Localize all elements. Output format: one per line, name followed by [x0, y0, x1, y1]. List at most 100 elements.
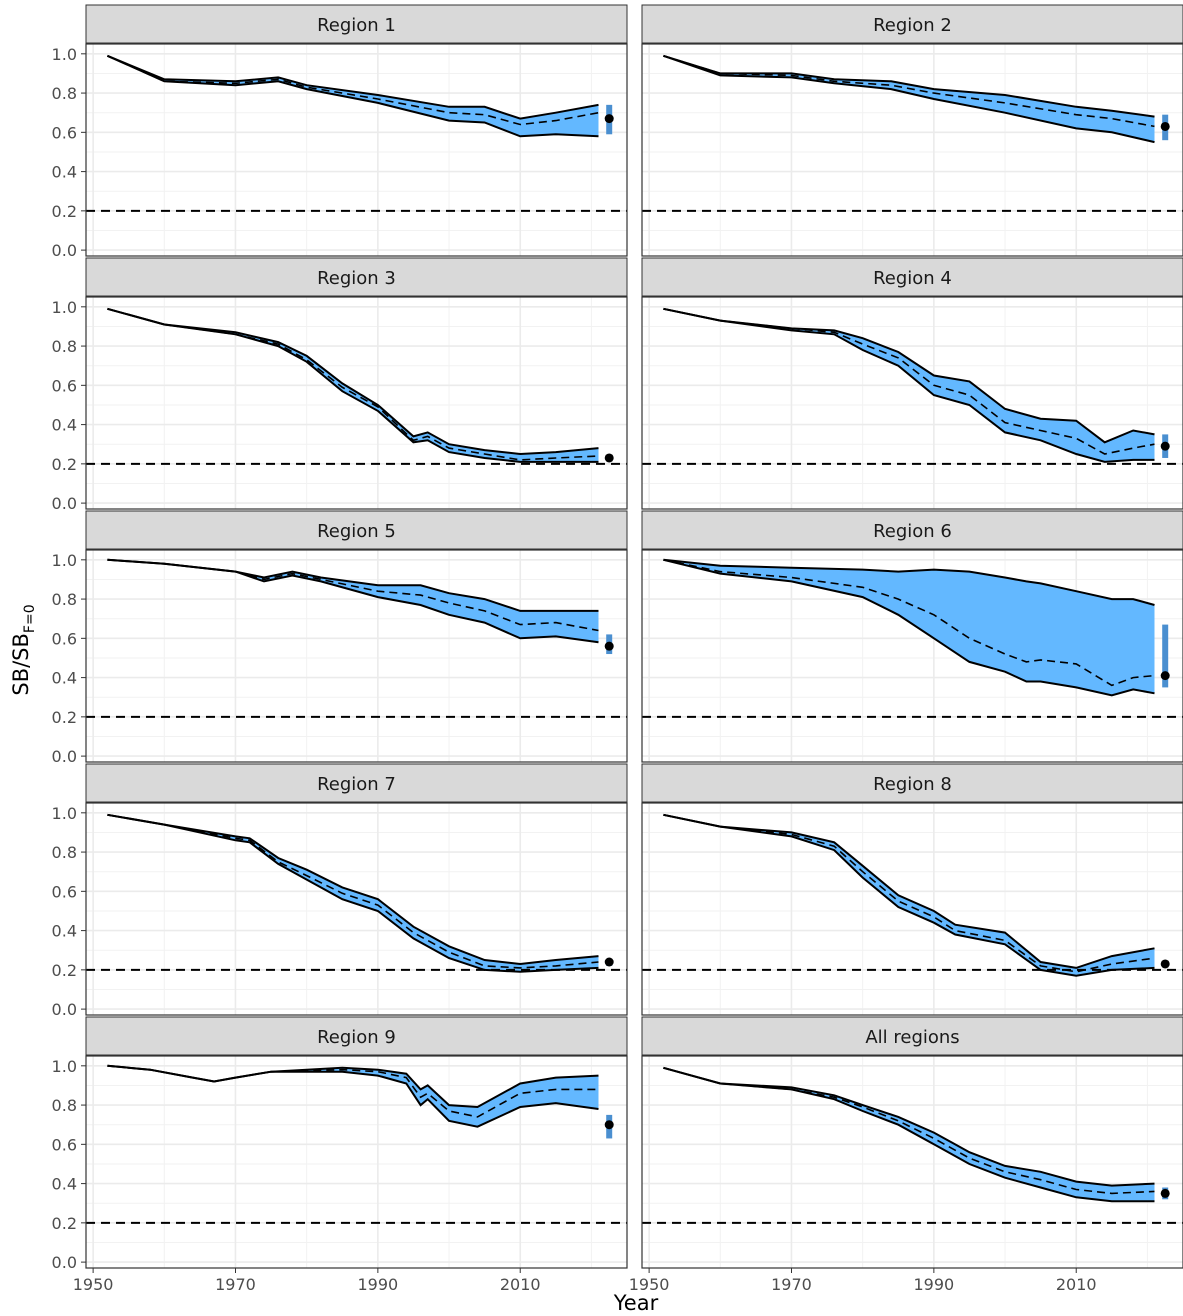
panel: Region 3 0.0 0.2 0.4 0.6 0.8 1.0	[52, 257, 628, 513]
y-tick-label: 0.4	[52, 669, 77, 688]
panel: Region 4	[641, 257, 1183, 510]
uncertainty-band	[107, 559, 599, 643]
median-line	[663, 1067, 1155, 1195]
lower-bound-line	[663, 54, 1155, 144]
plot-background	[86, 44, 627, 256]
facet-strip	[641, 510, 1183, 550]
y-tick-label: 0.4	[52, 1175, 77, 1194]
facet-strip	[85, 257, 628, 297]
uncertainty-band	[107, 1065, 599, 1127]
y-axis-title-subscript: F=0	[22, 604, 38, 633]
estimate-point	[604, 957, 614, 967]
uncertainty-band	[107, 55, 599, 137]
lower-bound-line	[107, 307, 599, 463]
y-axis-title: SB/SBF=0	[9, 604, 38, 695]
x-tick-label: 1990	[357, 1275, 398, 1294]
panel: Region 1 0.0 0.2 0.4 0.6 0.8 1.0	[52, 4, 628, 260]
x-axes-layer: 1950 1970 1990 2010 1950 1970 1990 2010	[73, 1268, 1097, 1294]
y-tick-label: 0.6	[52, 629, 77, 648]
y-tick-label: 0.2	[52, 455, 77, 474]
facet-strip	[85, 763, 628, 803]
lower-bound-line	[107, 813, 599, 973]
panel: Region 6	[641, 510, 1183, 763]
panels-layer: Region 1 0.0 0.2 0.4 0.6 0.8 1.0 Region 2 Region…	[52, 4, 1183, 1272]
panel-border	[85, 1055, 628, 1269]
y-tick-label: 1.0	[52, 298, 77, 317]
estimate-point	[1160, 121, 1170, 131]
panel: Region 8	[641, 763, 1183, 1016]
facet-title: Region 7	[317, 774, 396, 795]
median-line	[107, 814, 599, 969]
x-tick-label: 1990	[913, 1275, 954, 1294]
y-tick-label: 0.0	[52, 1000, 77, 1019]
panel-border	[641, 43, 1183, 257]
median-line	[663, 559, 1155, 687]
panel: Region 9 0.0 0.2 0.4 0.6 0.8 1.0	[52, 1016, 628, 1272]
x-axis-title: Year	[613, 1291, 659, 1315]
estimate-point	[604, 1120, 614, 1130]
median-line	[107, 55, 599, 126]
x-tick-label: 1970	[771, 1275, 812, 1294]
y-tick-label: 0.8	[52, 590, 77, 609]
facet-strip	[641, 4, 1183, 44]
median-line	[663, 308, 1155, 455]
panel-border	[85, 43, 628, 257]
facet-title: Region 2	[873, 15, 952, 36]
y-axis-title-main: SB/SB	[9, 633, 33, 696]
panel-border	[85, 802, 628, 1016]
median-line	[663, 55, 1155, 128]
panel-border	[641, 296, 1183, 510]
y-tick-label: 0.0	[52, 1253, 77, 1272]
y-tick-label: 0.6	[52, 882, 77, 901]
y-tick-label: 0.2	[52, 202, 77, 221]
y-tick-label: 0.6	[52, 376, 77, 395]
facet-title: Region 5	[317, 521, 396, 542]
lower-bound-line	[107, 558, 599, 644]
panel-border	[85, 549, 628, 763]
y-tick-label: 0.0	[52, 494, 77, 513]
y-tick-label: 0.6	[52, 1135, 77, 1154]
panel: Region 5 0.0 0.2 0.4 0.6 0.8 1.0	[52, 510, 628, 766]
median-line	[107, 1065, 599, 1118]
y-tick-label: 0.2	[52, 1214, 77, 1233]
uncertainty-band	[663, 308, 1155, 462]
x-tick-label: 2010	[500, 1275, 541, 1294]
facet-title: Region 6	[873, 521, 952, 542]
estimate-point	[1160, 671, 1170, 681]
panel: Region 7 0.0 0.2 0.4 0.6 0.8 1.0	[52, 763, 628, 1019]
uncertainty-band	[663, 559, 1155, 696]
panel-border	[641, 802, 1183, 1016]
facet-title: Region 4	[873, 268, 952, 289]
plot-background	[642, 1056, 1183, 1268]
upper-bound-line	[663, 54, 1155, 118]
upper-bound-line	[107, 54, 599, 120]
uncertainty-band	[663, 814, 1155, 976]
facet-title: All regions	[865, 1027, 959, 1048]
estimate-point	[1160, 1188, 1170, 1198]
y-tick-label: 0.4	[52, 163, 77, 182]
y-tick-label: 0.8	[52, 84, 77, 103]
estimate-point	[1160, 959, 1170, 969]
plot-background	[642, 297, 1183, 509]
y-tick-label: 0.2	[52, 708, 77, 727]
y-tick-label: 0.0	[52, 241, 77, 260]
lower-bound-line	[663, 307, 1155, 463]
panel-border	[641, 549, 1183, 763]
x-tick-label: 1970	[215, 1275, 256, 1294]
panel: All regions	[641, 1016, 1183, 1269]
y-tick-label: 0.4	[52, 416, 77, 435]
estimate-point	[604, 453, 614, 463]
upper-bound-line	[107, 307, 599, 456]
y-tick-label: 1.0	[52, 1057, 77, 1076]
upper-bound-line	[663, 558, 1155, 606]
facet-strip	[85, 4, 628, 44]
facet-strip	[85, 510, 628, 550]
lower-bound-line	[106, 54, 599, 138]
y-tick-label: 0.6	[52, 123, 77, 142]
lower-bound-line	[663, 813, 1155, 977]
y-tick-label: 0.8	[52, 1096, 77, 1115]
plot-background	[86, 297, 627, 509]
facet-strip	[641, 257, 1183, 297]
plot-background	[642, 44, 1183, 256]
y-tick-label: 0.4	[52, 922, 77, 941]
